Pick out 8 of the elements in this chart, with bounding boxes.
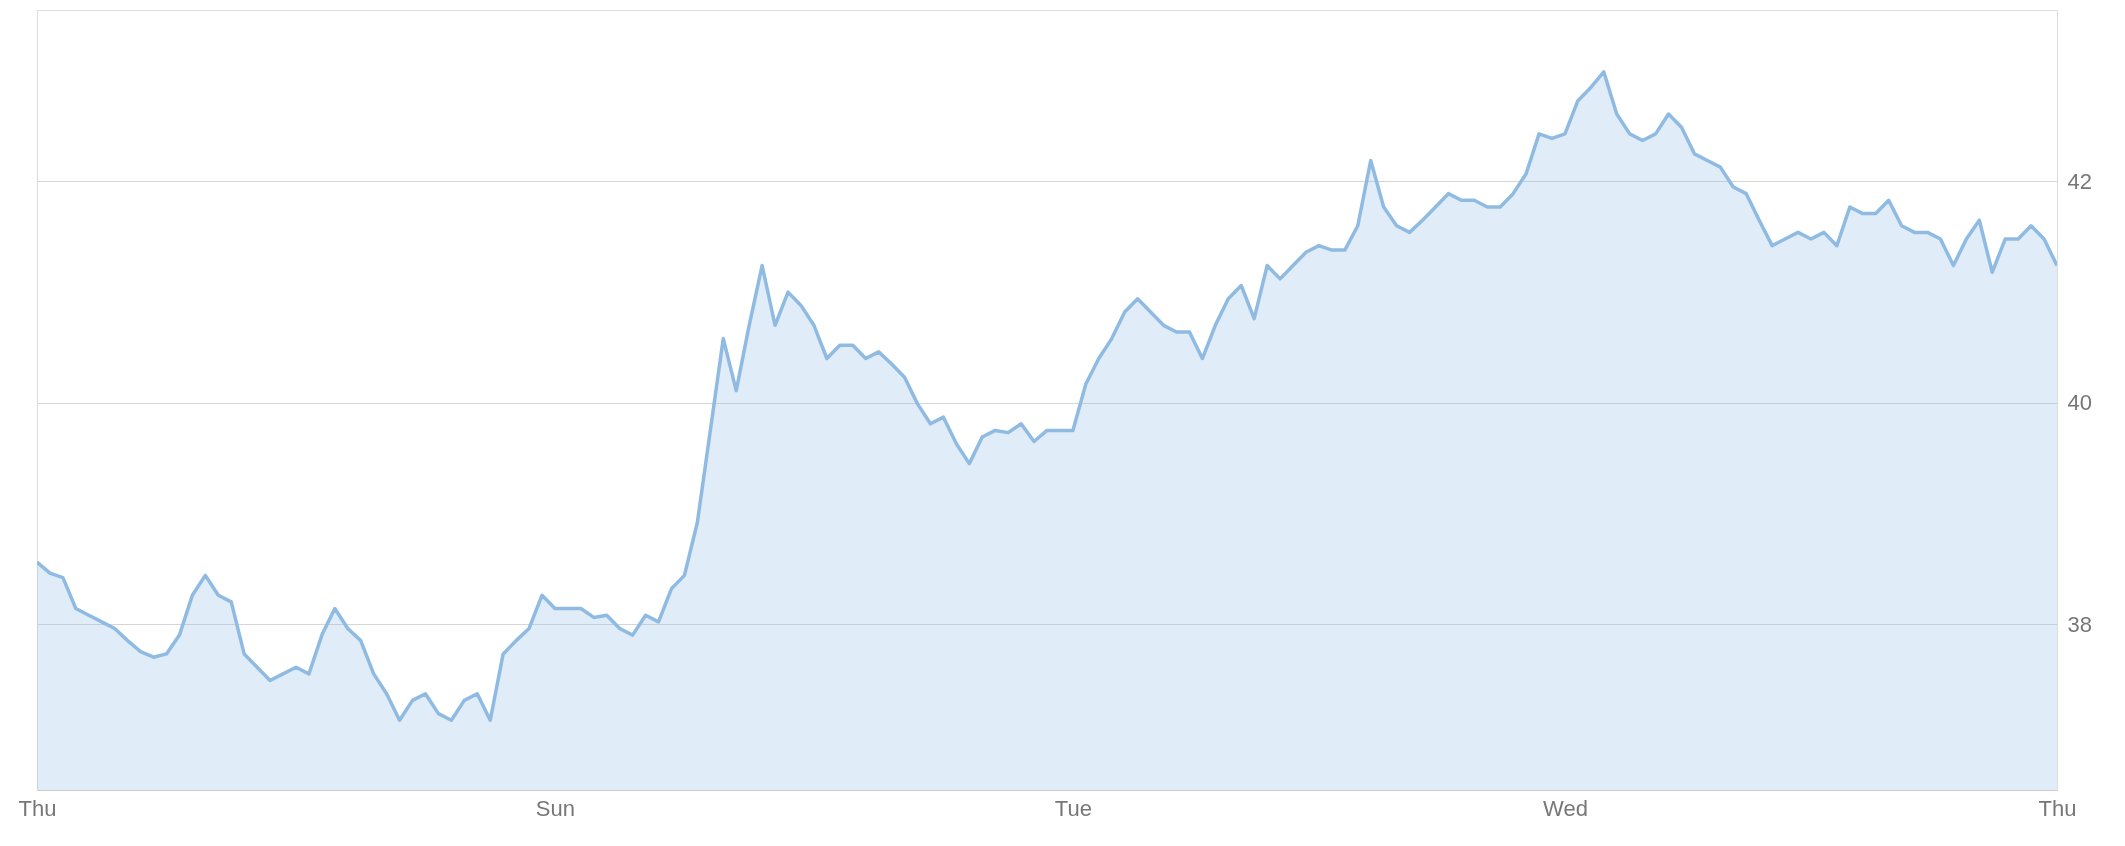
y-tick-label: 40 bbox=[2067, 390, 2092, 416]
x-tick-label: Tue bbox=[1054, 795, 1092, 821]
y-tick-label: 42 bbox=[2067, 168, 2092, 194]
x-tick-label: Thu bbox=[18, 795, 57, 821]
y-tick-label: 38 bbox=[2067, 611, 2092, 637]
x-tick-label: Sun bbox=[535, 795, 576, 821]
x-tick-label: Wed bbox=[1543, 795, 1588, 821]
x-tick-label: Thu bbox=[2038, 795, 2077, 821]
